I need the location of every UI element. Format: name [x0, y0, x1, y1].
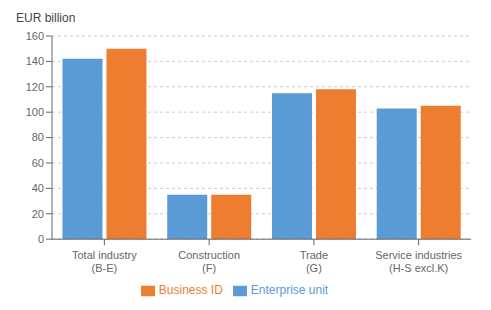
svg-text:80: 80 — [32, 131, 44, 143]
svg-text:Construction(F): Construction(F) — [178, 249, 240, 274]
svg-text:20: 20 — [32, 208, 44, 220]
svg-text:40: 40 — [32, 182, 44, 194]
svg-text:Trade(G): Trade(G) — [300, 249, 328, 274]
html-text:Business ID: Business ID — [158, 283, 223, 298]
svg-text:160: 160 — [26, 30, 44, 42]
svg-text:0: 0 — [38, 233, 44, 245]
svg-text:120: 120 — [26, 81, 44, 93]
svg-text:Total industry(B-E): Total industry(B-E) — [72, 249, 137, 274]
html-text:EUR billion: EUR billion — [16, 11, 76, 25]
svg-text:Service industries(H-S excl.K): Service industries(H-S excl.K) — [375, 249, 462, 274]
svg-text:60: 60 — [32, 157, 44, 169]
svg-text:140: 140 — [26, 55, 44, 67]
html-text:Enterprise unit: Enterprise unit — [250, 283, 329, 298]
svg-text:100: 100 — [26, 106, 44, 118]
